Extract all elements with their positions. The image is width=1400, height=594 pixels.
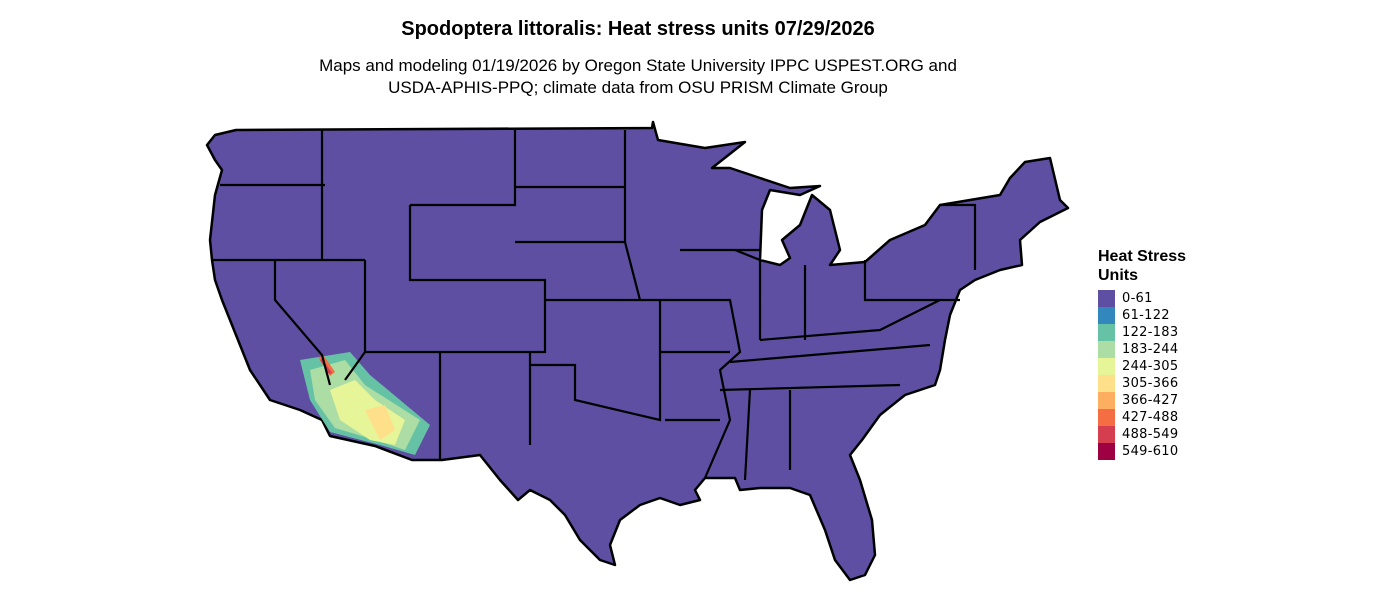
legend-swatch (1098, 426, 1115, 443)
legend-swatch (1098, 290, 1115, 307)
legend-label: 183-244 (1122, 342, 1179, 357)
legend-swatch (1098, 375, 1115, 392)
legend-title: Heat Stress Units (1098, 248, 1187, 284)
legend-item: 549-610 (1098, 443, 1218, 460)
legend-swatch (1098, 324, 1115, 341)
legend-label: 305-366 (1122, 376, 1179, 391)
legend-item: 488-549 (1098, 426, 1218, 443)
legend-label: 488-549 (1122, 427, 1179, 442)
legend-label: 549-610 (1122, 444, 1179, 459)
legend-swatch (1098, 392, 1115, 409)
legend-item: 366-427 (1098, 392, 1218, 409)
legend-label: 427-488 (1122, 410, 1179, 425)
legend-item: 122-183 (1098, 324, 1218, 341)
legend-item: 183-244 (1098, 341, 1218, 358)
legend-item: 244-305 (1098, 358, 1218, 375)
state-borders (212, 130, 977, 481)
legend-label: 0-61 (1122, 291, 1153, 306)
legend-item: 61-122 (1098, 307, 1218, 324)
legend-swatch (1098, 443, 1115, 460)
legend-label: 244-305 (1122, 359, 1179, 374)
us-outline (205, 120, 1070, 582)
legend-swatch (1098, 307, 1115, 324)
heat-stress-zones (300, 352, 430, 455)
subtitle-line-2: USDA-APHIS-PPQ; climate data from OSU PR… (388, 78, 888, 97)
legend-label: 122-183 (1122, 325, 1179, 340)
legend-swatch (1098, 341, 1115, 358)
legend-label: 366-427 (1122, 393, 1179, 408)
map-title: Spodoptera littoralis: Heat stress units… (401, 18, 875, 40)
legend-item: 305-366 (1098, 375, 1218, 392)
legend: Heat Stress Units 0-61 61-122 122-183 183-2… (1098, 247, 1218, 460)
subtitle-line-1: Maps and modeling 01/19/2026 by Oregon S… (319, 56, 957, 75)
legend-item: 427-488 (1098, 409, 1218, 426)
heat-zone (365, 405, 395, 440)
legend-label: 61-122 (1122, 308, 1170, 323)
legend-item: 0-61 (1098, 290, 1218, 307)
legend-swatch (1098, 409, 1115, 426)
legend-swatch (1098, 358, 1115, 375)
